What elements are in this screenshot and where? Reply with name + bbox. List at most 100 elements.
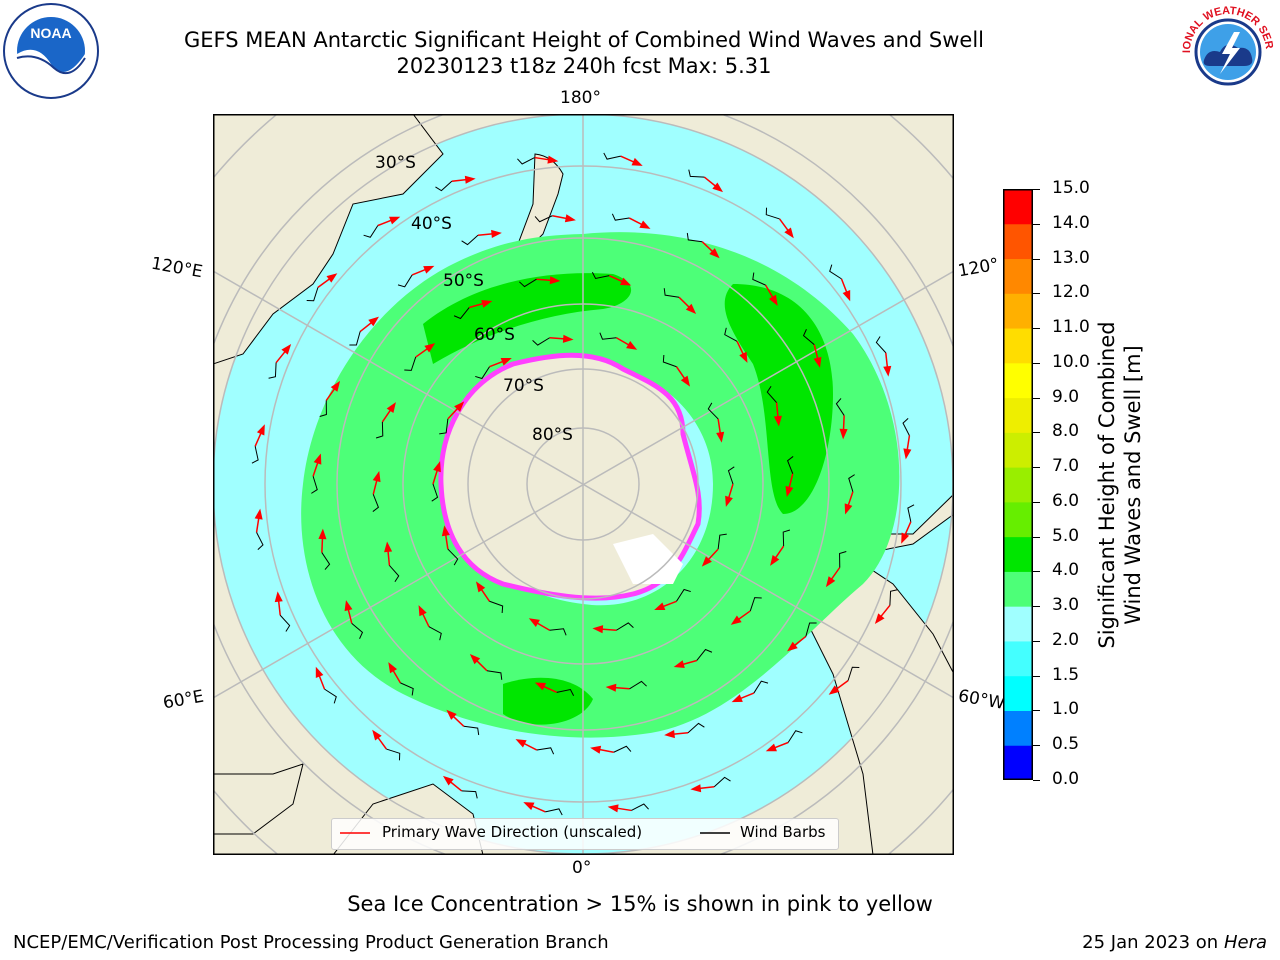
wave-arrow-head bbox=[631, 157, 643, 166]
wave-arrow-head bbox=[326, 273, 338, 283]
colorbar-tick-mark bbox=[1033, 258, 1040, 260]
wind-barb bbox=[717, 533, 727, 550]
wave-arrow-head bbox=[607, 804, 619, 813]
wave-arrow-head bbox=[564, 214, 576, 223]
colorbar-tick-label: 1.0 bbox=[1052, 699, 1080, 720]
wind-barb bbox=[319, 400, 327, 417]
lon-label-120e: 120°E bbox=[149, 253, 205, 283]
colorbar-segment bbox=[1003, 223, 1033, 260]
wave-arrow-head bbox=[709, 248, 720, 259]
wave-arrow-head bbox=[785, 485, 794, 497]
wind-barb bbox=[613, 745, 632, 753]
colorbar-segment bbox=[1003, 675, 1033, 711]
colorbar-tick-mark bbox=[1033, 675, 1040, 677]
wind-barb bbox=[486, 670, 503, 680]
wind-barb bbox=[662, 354, 677, 368]
wave-arrow-head bbox=[844, 503, 853, 515]
colorbar-tick-label: 7.0 bbox=[1052, 456, 1080, 477]
wind-barb bbox=[428, 626, 442, 641]
colorbar-tick-mark bbox=[1033, 710, 1040, 712]
colorbar-tick-label: 6.0 bbox=[1052, 490, 1080, 511]
colorbar-segment bbox=[1003, 745, 1033, 780]
footer-date: 25 Jan 2023 on Hera bbox=[1082, 932, 1267, 953]
legend-primary-wave: Primary Wave Direction (unscaled) bbox=[382, 823, 643, 841]
wave-arrow-head bbox=[701, 556, 712, 567]
wave-zone-4-5m-east bbox=[724, 284, 833, 514]
colorbar-segment bbox=[1003, 293, 1033, 329]
wave-arrow-head bbox=[384, 541, 393, 553]
wind-barb bbox=[829, 264, 842, 280]
colorbar-segment bbox=[1003, 328, 1033, 364]
wind-barb bbox=[848, 474, 855, 492]
colorbar-tick-label: 8.0 bbox=[1052, 421, 1080, 442]
wind-barb bbox=[766, 385, 777, 403]
wave-arrow-head bbox=[731, 694, 743, 703]
vector-layer bbox=[251, 152, 915, 816]
wave-arrow-head bbox=[883, 365, 892, 377]
wave-arrow-head bbox=[475, 581, 486, 593]
colorbar-tick-mark bbox=[1033, 189, 1040, 190]
map-frame bbox=[213, 114, 954, 855]
wind-barb bbox=[375, 421, 384, 439]
colorbar-tick-mark bbox=[1033, 432, 1040, 434]
noaa-logo: NOAA bbox=[3, 3, 99, 99]
chart-title: GEFS MEAN Antarctic Significant Height o… bbox=[183, 28, 985, 52]
wind-barb bbox=[724, 327, 738, 342]
wave-arrow-head bbox=[716, 431, 725, 443]
colorbar-tick-label: 9.0 bbox=[1052, 386, 1080, 407]
wave-arrow-head bbox=[389, 216, 401, 225]
nws-logo: NATIONAL WEATHER SERVICE bbox=[1178, 2, 1276, 100]
wave-arrow-head bbox=[515, 739, 527, 748]
wave-arrow-head bbox=[256, 424, 265, 436]
wind-barb bbox=[475, 366, 490, 380]
wind-barb bbox=[461, 790, 478, 799]
wind-barb bbox=[536, 747, 555, 755]
wave-arrow-head bbox=[787, 641, 798, 652]
wave-arrow-head bbox=[725, 495, 733, 507]
wind-barb bbox=[435, 180, 453, 192]
wind-barb bbox=[696, 648, 713, 661]
wave-arrow-head bbox=[828, 685, 840, 695]
wave-arrow-head bbox=[664, 730, 675, 739]
wave-arrow-head bbox=[491, 229, 502, 238]
wave-arrow-head bbox=[254, 508, 263, 520]
colorbar-tick-label: 13.0 bbox=[1052, 247, 1090, 268]
lon-label-180: 180° bbox=[560, 88, 601, 108]
wave-arrow-head bbox=[523, 802, 535, 811]
colorbar-tick-label: 14.0 bbox=[1052, 212, 1090, 233]
footer-date-text: 25 Jan 2023 on bbox=[1082, 932, 1224, 953]
wind-barb bbox=[782, 529, 791, 547]
wave-arrow-head bbox=[313, 453, 322, 465]
wave-arrow-head bbox=[549, 276, 561, 285]
colorbar-segment bbox=[1003, 258, 1033, 294]
wave-arrow-head bbox=[680, 375, 691, 387]
wave-arrow-head bbox=[433, 461, 441, 473]
colorbar-segment bbox=[1003, 571, 1033, 607]
wave-arrow-head bbox=[442, 775, 454, 786]
wind-barb bbox=[311, 476, 318, 494]
footer-host: Hera bbox=[1223, 932, 1267, 953]
colorbar-tick-label: 1.5 bbox=[1052, 664, 1080, 685]
wind-barb bbox=[839, 551, 847, 568]
wind-barb bbox=[447, 548, 459, 566]
wind-barb bbox=[688, 169, 705, 178]
wave-arrow-head bbox=[469, 654, 481, 665]
wave-arrow-head bbox=[619, 277, 632, 286]
graticule bbox=[213, 114, 954, 855]
colorbar-segment bbox=[1003, 536, 1033, 572]
wave-arrow-head bbox=[654, 602, 666, 611]
wind-barb bbox=[631, 803, 649, 811]
colorbar-segment bbox=[1003, 397, 1033, 433]
wave-arrow-head bbox=[825, 576, 836, 588]
wind-barb bbox=[727, 466, 735, 485]
wave-arrow-head bbox=[784, 227, 794, 239]
wave-zone-4-5m-north bbox=[423, 273, 632, 364]
colorbar-tick-label: 4.0 bbox=[1052, 560, 1080, 581]
colorbar-segment bbox=[1003, 501, 1033, 538]
lon-label-0: 0° bbox=[572, 858, 592, 878]
wave-arrow-head bbox=[534, 682, 547, 691]
wind-barb bbox=[256, 532, 264, 550]
wind-barb bbox=[534, 215, 553, 223]
colorbar-tick-mark bbox=[1033, 536, 1040, 538]
colorbar-tick-mark bbox=[1033, 397, 1040, 399]
